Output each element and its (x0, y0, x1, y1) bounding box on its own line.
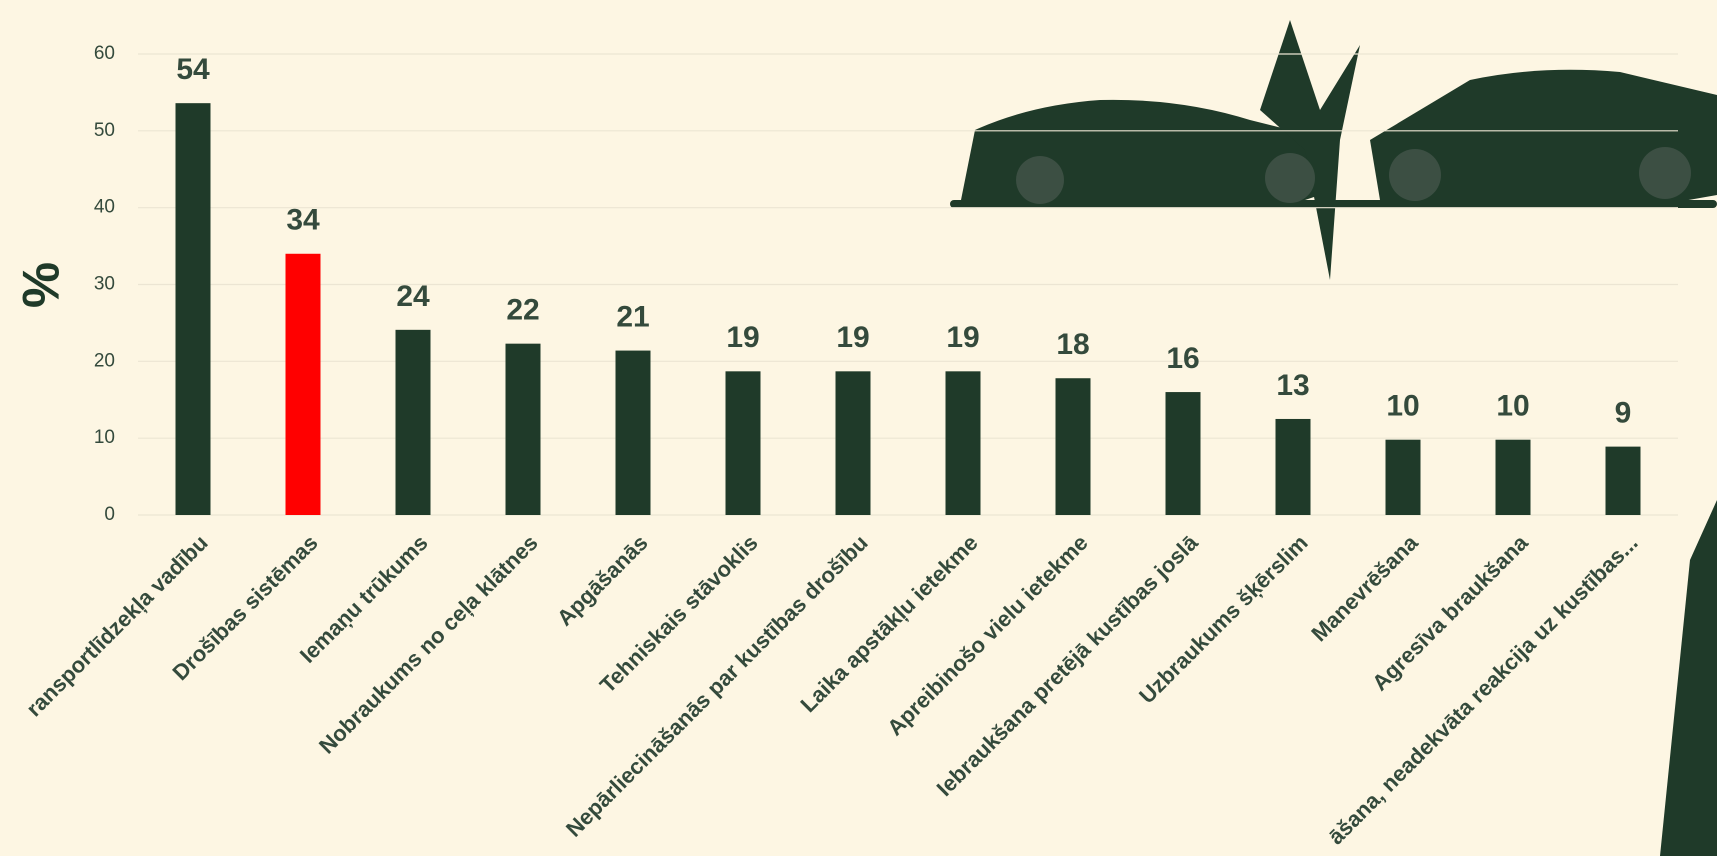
y-tick-label: 20 (94, 350, 115, 371)
value-label: 16 (1166, 342, 1199, 375)
value-label: 18 (1056, 328, 1089, 361)
value-label: 9 (1615, 397, 1632, 430)
bar (1606, 447, 1641, 515)
value-label: 13 (1276, 369, 1309, 402)
bar (176, 103, 211, 515)
value-label: 34 (286, 204, 320, 237)
y-axis-label: % (13, 262, 71, 308)
value-label: 21 (616, 300, 649, 333)
bar (1386, 440, 1421, 515)
y-tick-label: 50 (94, 120, 115, 141)
bar (616, 351, 651, 515)
value-label: 54 (176, 53, 210, 86)
bar (726, 371, 761, 515)
value-label: 19 (836, 321, 869, 354)
value-label: 19 (946, 321, 979, 354)
value-label: 22 (506, 294, 539, 327)
bar (286, 254, 321, 515)
bar (946, 371, 981, 515)
y-tick-label: 0 (104, 504, 115, 525)
value-label: 19 (726, 321, 759, 354)
bar (1276, 419, 1311, 515)
y-tick-label: 30 (94, 274, 115, 295)
chart: % 0102030405060ransportlīdzekļa vadību54… (0, 0, 1717, 856)
y-tick-label: 60 (94, 43, 115, 64)
y-tick-label: 40 (94, 197, 115, 218)
y-tick-label: 10 (94, 427, 115, 448)
bar (506, 344, 541, 515)
bar (1496, 440, 1531, 515)
bar (1166, 392, 1201, 515)
value-label: 24 (396, 280, 430, 313)
bar (396, 330, 431, 515)
bar (1056, 378, 1091, 515)
value-label: 10 (1496, 390, 1529, 423)
value-label: 10 (1386, 390, 1419, 423)
bar (836, 371, 871, 515)
